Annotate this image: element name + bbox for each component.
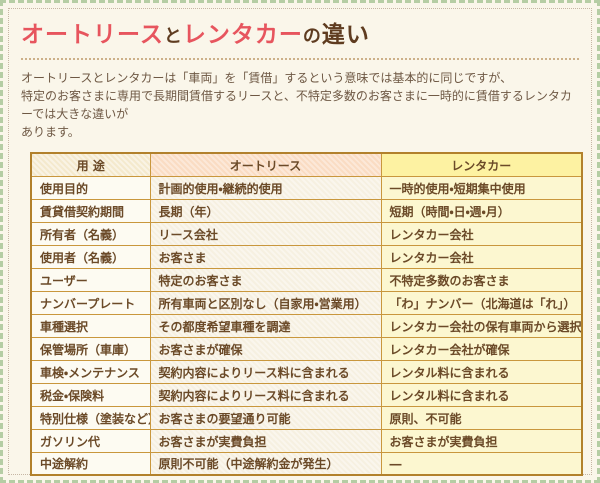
- table-row: 税金・保険料 契約内容によりリース料に含まれる レンタル料に含まれる: [30, 382, 583, 407]
- lease-cell: 計画的使用・継続的使用: [149, 175, 382, 200]
- page-content: オートリースとレンタカーの違い オートリースとレンタカーは「車両」を「賃借」する…: [3, 3, 597, 476]
- lease-cell: 原則不可能（中途解約金が発生）: [149, 451, 382, 476]
- title-rentacar: レンタカー: [182, 22, 303, 48]
- lease-cell: お客さまが確保: [149, 336, 382, 361]
- rental-cell: 原則、不可能: [380, 405, 583, 430]
- title-difference: 違い: [321, 22, 370, 48]
- row-label-cell: 使用者（名義）: [30, 244, 151, 269]
- lease-cell: お客さまが実費負担: [149, 428, 382, 453]
- table-row: 車検・メンテナンス 契約内容によりリース料に含まれる レンタル料に含まれる: [30, 359, 583, 384]
- row-label-cell: ガソリン代: [30, 428, 151, 453]
- header-rentacar: レンタカー: [380, 152, 583, 177]
- rental-cell: レンタカー会社: [380, 244, 583, 269]
- rental-cell: 短期（時間・日・週・月）: [380, 198, 583, 223]
- lease-cell: お客さまの要望通り可能: [149, 405, 382, 430]
- table-row: ユーザー 特定のお客さま 不特定多数のお客さま: [30, 267, 583, 292]
- lease-cell: 特定のお客さま: [149, 267, 382, 292]
- rental-cell: レンタル料に含まれる: [380, 382, 583, 407]
- lease-cell: リース会社: [149, 221, 382, 246]
- lease-cell: 契約内容によりリース料に含まれる: [149, 382, 382, 407]
- rental-cell: レンタカー会社の保有車両から選択: [380, 313, 583, 338]
- row-label-cell: 賃貸借契約期間: [30, 198, 151, 223]
- rental-cell: レンタカー会社が確保: [380, 336, 583, 361]
- row-label-cell: ナンバープレート: [30, 290, 151, 315]
- title-autolease: オートリース: [21, 22, 164, 48]
- row-label-cell: 使用目的: [30, 175, 151, 200]
- row-label-cell: 中途解約: [30, 451, 151, 476]
- lease-cell: 長期（年）: [149, 198, 382, 223]
- rental-cell: 一時的使用・短期集中使用: [380, 175, 583, 200]
- table-row: 使用者（名義） お客さま レンタカー会社: [30, 244, 583, 269]
- row-label-cell: 特別仕様（塗装など）: [30, 405, 151, 430]
- header-autolease: オートリース: [149, 152, 382, 177]
- row-label-cell: 所有者（名義）: [30, 221, 151, 246]
- comparison-table: 用 途 オートリース レンタカー 使用目的 計画的使用・継続的使用 一時的使用・…: [30, 152, 583, 476]
- header-usage: 用 途: [30, 152, 151, 177]
- row-label-cell: 税金・保険料: [30, 382, 151, 407]
- lease-cell: 所有車両と区別なし（自家用・営業用）: [149, 290, 382, 315]
- table-row: 特別仕様（塗装など） お客さまの要望通り可能 原則、不可能: [30, 405, 583, 430]
- lease-cell: その都度希望車種を調達: [149, 313, 382, 338]
- table-row: 所有者（名義） リース会社 レンタカー会社: [30, 221, 583, 246]
- title-and: と: [163, 26, 183, 47]
- table-row: 使用目的 計画的使用・継続的使用 一時的使用・短期集中使用: [30, 175, 583, 200]
- table-row: 保管場所（車庫） お客さまが確保 レンタカー会社が確保: [30, 336, 583, 361]
- rental-cell: お客さまが実費負担: [380, 428, 583, 453]
- table-row: ガソリン代 お客さまが実費負担 お客さまが実費負担: [30, 428, 583, 453]
- intro-paragraph: オートリースとレンタカーは「車両」を「賃借」するという意味では基本的に同じですが…: [21, 71, 572, 139]
- row-label-cell: 車種選択: [30, 313, 151, 338]
- rental-cell: 不特定多数のお客さま: [380, 267, 583, 292]
- page-title: オートリースとレンタカーの違い: [21, 21, 579, 60]
- table-row: 車種選択 その都度希望車種を調達 レンタカー会社の保有車両から選択: [30, 313, 583, 338]
- table-header-row: 用 途 オートリース レンタカー: [30, 152, 583, 177]
- rental-cell: レンタル料に含まれる: [380, 359, 583, 384]
- row-label-cell: 保管場所（車庫）: [30, 336, 151, 361]
- lease-cell: お客さま: [149, 244, 382, 269]
- table-row: 賃貸借契約期間 長期（年） 短期（時間・日・週・月）: [30, 198, 583, 223]
- title-no: の: [302, 26, 322, 47]
- row-label-cell: 車検・メンテナンス: [30, 359, 151, 384]
- table-row: 中途解約 原則不可能（中途解約金が発生） ―: [30, 451, 583, 476]
- rental-cell: 「わ」ナンバー（北海道は「れ」）: [380, 290, 583, 315]
- row-label-cell: ユーザー: [30, 267, 151, 292]
- table-row: ナンバープレート 所有車両と区別なし（自家用・営業用） 「わ」ナンバー（北海道は…: [30, 290, 583, 315]
- lease-cell: 契約内容によりリース料に含まれる: [149, 359, 382, 384]
- rental-cell: レンタカー会社: [380, 221, 583, 246]
- rental-cell: ―: [380, 451, 583, 476]
